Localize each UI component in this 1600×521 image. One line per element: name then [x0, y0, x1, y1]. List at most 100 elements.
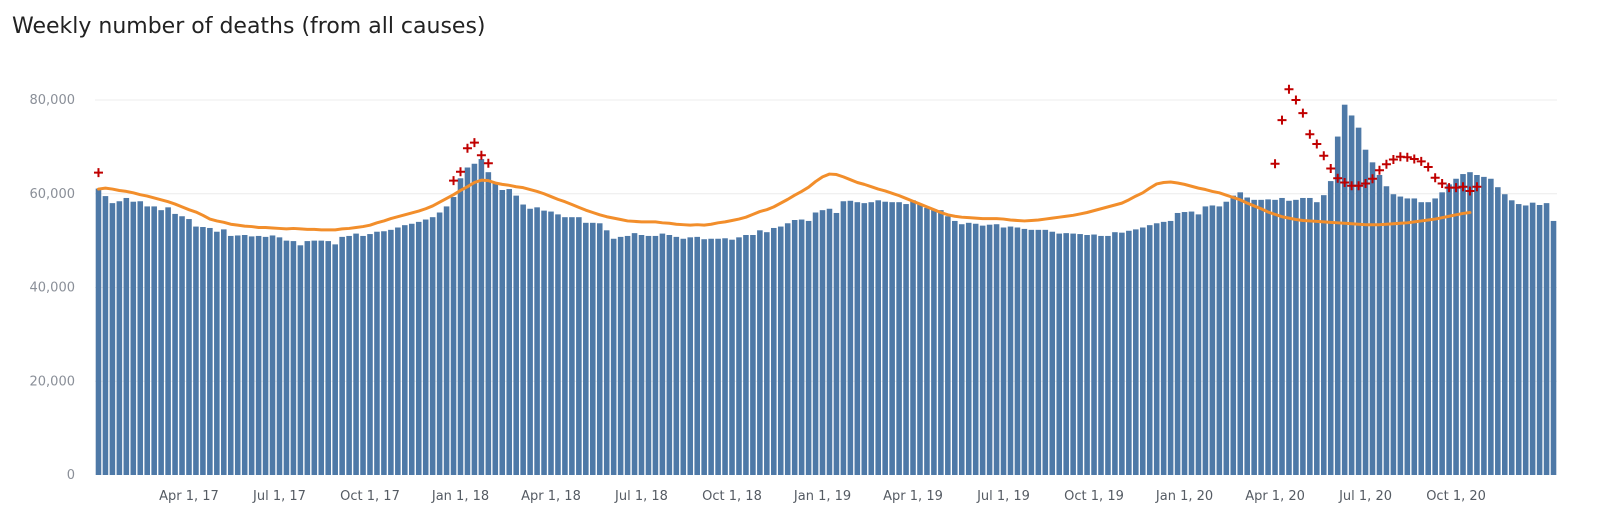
bar: [227, 235, 234, 475]
bar: [1000, 227, 1007, 475]
excess-marker: [1284, 84, 1294, 94]
bar: [1536, 205, 1543, 475]
bar: [158, 210, 164, 475]
excess-marker: [476, 150, 486, 160]
bar: [979, 225, 986, 476]
bar: [791, 220, 798, 475]
average-line: [96, 172, 1472, 232]
bar: [965, 222, 972, 475]
bar: [958, 224, 965, 475]
bar: [1042, 229, 1049, 475]
bar: [889, 202, 895, 475]
excess-marker: [483, 158, 493, 168]
bar: [1188, 211, 1195, 475]
bar: [882, 201, 888, 475]
bar: [687, 237, 694, 475]
bar: [931, 209, 937, 475]
excess-marker: [93, 168, 103, 178]
y-tick-label: 40,000: [30, 281, 76, 296]
bar: [562, 217, 568, 475]
bar: [1348, 115, 1355, 475]
bar: [436, 212, 443, 475]
bar: [972, 223, 979, 475]
bar: [784, 223, 791, 475]
x-tick-label: Apr 1, 20: [1245, 489, 1305, 504]
bar: [673, 236, 680, 476]
bar: [255, 235, 262, 475]
bar: [1390, 194, 1397, 475]
bar: [729, 239, 735, 475]
bar: [1460, 174, 1466, 475]
bar: [1481, 176, 1487, 476]
bar: [1327, 181, 1334, 475]
excess-marker: [1298, 108, 1308, 118]
bar: [764, 232, 770, 475]
bar: [952, 220, 958, 475]
bar: [826, 208, 833, 475]
bar: [234, 235, 241, 475]
x-tick-label: Jul 1, 19: [976, 489, 1030, 504]
weekly-deaths-bars: [95, 104, 1557, 476]
bar: [297, 245, 304, 475]
bar: [1474, 175, 1480, 475]
bar: [1112, 232, 1118, 475]
excess-marker: [1381, 159, 1391, 169]
chart-title: Weekly number of deaths (from all causes…: [12, 14, 486, 39]
bar: [617, 236, 624, 476]
bar: [1508, 200, 1515, 475]
bar: [652, 235, 659, 475]
bar: [840, 201, 847, 475]
x-tick-label: Apr 1, 19: [883, 489, 943, 504]
bar: [506, 189, 513, 475]
bar: [771, 227, 777, 475]
excess-marker: [1423, 162, 1433, 172]
bar: [367, 234, 373, 475]
excess-marker: [456, 167, 465, 177]
bar: [186, 219, 192, 475]
bar: [1467, 172, 1473, 475]
x-tick-label: Oct 1, 17: [340, 489, 400, 504]
bar: [1286, 200, 1292, 475]
bar: [193, 226, 199, 475]
grid: [95, 99, 1557, 382]
bar: [569, 217, 575, 475]
bar: [304, 241, 311, 475]
bar: [116, 201, 123, 475]
bar: [485, 172, 492, 475]
excess-marker: [1416, 156, 1426, 166]
bar: [311, 240, 318, 476]
bar: [812, 212, 819, 475]
bar: [1167, 220, 1174, 475]
bar: [165, 207, 171, 475]
bar: [214, 231, 220, 475]
bar: [1146, 225, 1153, 475]
bar: [123, 197, 130, 475]
bar: [924, 207, 930, 475]
bar: [207, 227, 213, 475]
bar: [1258, 199, 1264, 475]
bar: [1209, 205, 1216, 475]
bar: [1133, 229, 1139, 476]
bar: [172, 213, 178, 475]
bar: [1049, 231, 1056, 475]
bar: [798, 219, 805, 475]
excess-marker: [1465, 186, 1475, 196]
bar: [346, 235, 352, 475]
bar: [1084, 235, 1090, 475]
excess-marker: [1333, 173, 1343, 183]
bar: [903, 204, 909, 475]
bar: [945, 216, 951, 475]
bar: [1230, 195, 1237, 476]
bar: [283, 240, 290, 476]
bar: [478, 159, 485, 475]
bar: [513, 195, 519, 476]
bar: [353, 233, 359, 475]
bar: [833, 212, 840, 475]
x-tick-label: Apr 1, 17: [159, 489, 219, 504]
bar: [1181, 212, 1188, 475]
bar: [381, 231, 387, 475]
bar: [248, 236, 255, 475]
bar: [1355, 127, 1362, 475]
bar: [1376, 175, 1383, 475]
x-tick-label: Jan 1, 19: [793, 489, 851, 504]
